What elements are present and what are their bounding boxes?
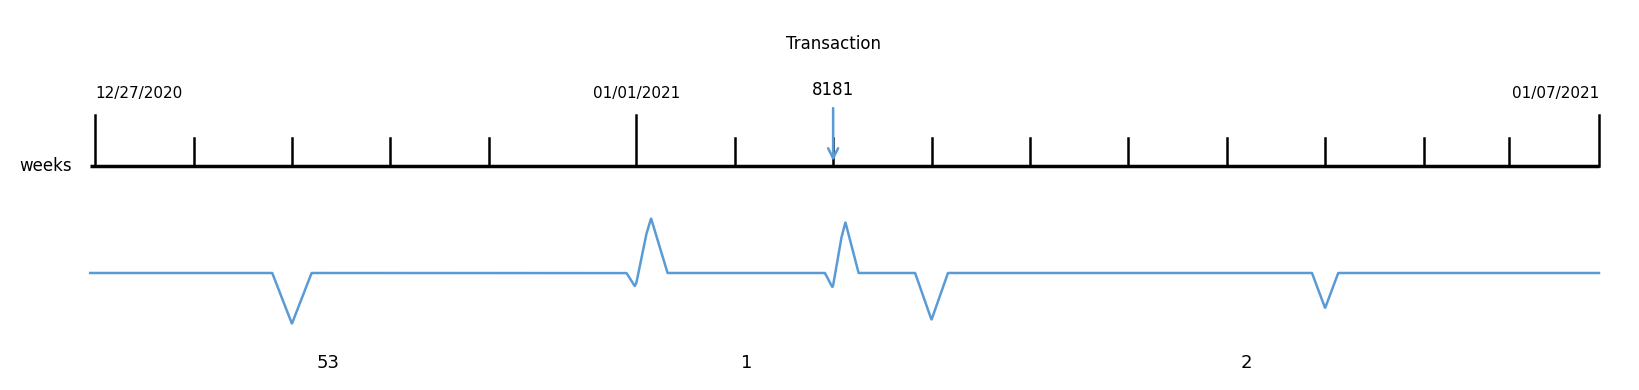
Text: 2: 2 — [1239, 354, 1252, 372]
Text: 1: 1 — [741, 354, 751, 372]
Text: 12/27/2020: 12/27/2020 — [95, 87, 182, 101]
Text: weeks: weeks — [20, 157, 72, 175]
Text: Transaction: Transaction — [785, 35, 880, 53]
Text: 53: 53 — [316, 354, 339, 372]
Text: 01/07/2021: 01/07/2021 — [1511, 87, 1598, 101]
Text: 8181: 8181 — [811, 82, 854, 99]
Text: 01/01/2021: 01/01/2021 — [592, 87, 680, 101]
